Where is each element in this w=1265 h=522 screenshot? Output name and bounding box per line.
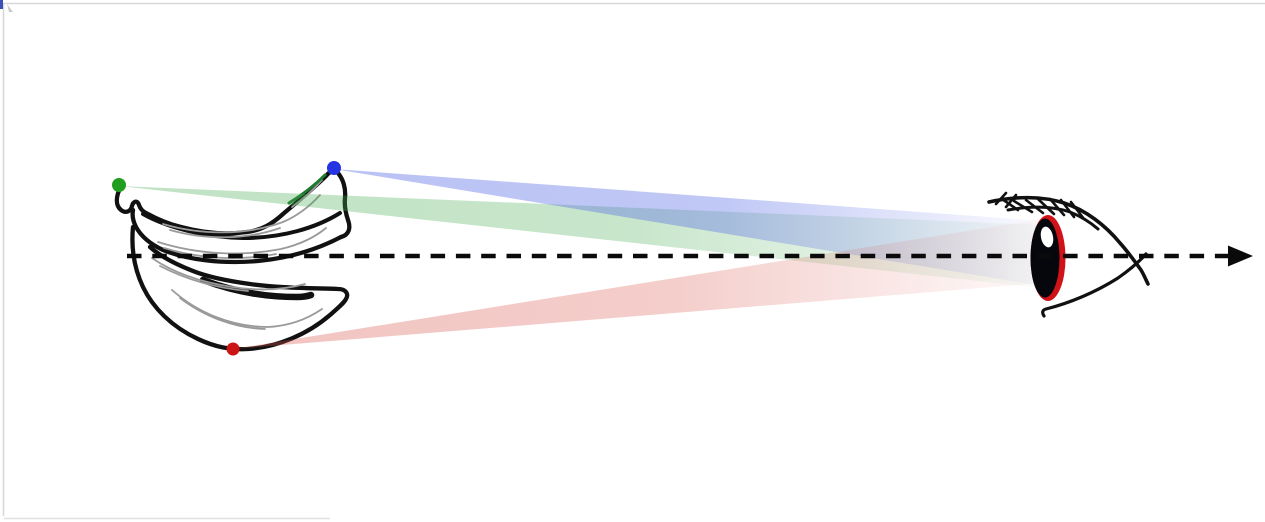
object-points: [112, 161, 341, 356]
blue-object-point: [327, 161, 341, 175]
red-object-point: [226, 342, 240, 356]
banana-detail-line: [157, 227, 327, 255]
cursor-artifact-icon: [7, 4, 13, 12]
arrowhead-icon: [1228, 245, 1253, 267]
red-light-beam: [233, 219, 1042, 349]
banana-detail-line: [169, 227, 281, 239]
bottom-banana-outline: [130, 224, 350, 352]
optical-axis: [127, 245, 1253, 267]
banana-detail-line: [159, 265, 249, 292]
green-object-point: [112, 178, 126, 192]
upper-eyelid: [987, 195, 1150, 286]
corner-caret-artifact: [0, 0, 3, 9]
banana-detail-line: [179, 297, 266, 330]
banana-detail-line: [171, 289, 323, 328]
banana-detail-line: [151, 257, 306, 291]
lower-eyelid: [1041, 252, 1148, 318]
eye-outline: [987, 191, 1150, 318]
pupil-highlight: [1040, 226, 1054, 248]
eyelashes-icon: [994, 191, 1086, 221]
